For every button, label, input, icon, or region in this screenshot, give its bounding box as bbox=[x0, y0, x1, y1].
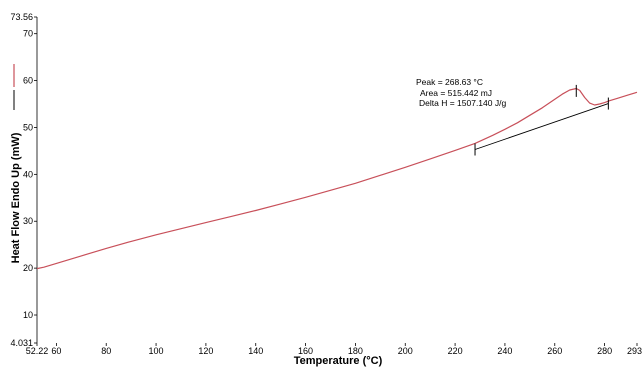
peak-annotation: Peak = 268.63 °C bbox=[416, 77, 483, 87]
x-axis-title: Temperature (°C) bbox=[294, 355, 383, 367]
y-axis-ticks: 4.031 10 20 30 40 50 60 70 73.56 bbox=[10, 12, 37, 348]
x-tick-label: 180 bbox=[348, 346, 363, 356]
y-axis-title: Heat Flow Endo Up (mW) bbox=[10, 132, 22, 263]
x-tick-label: 293 bbox=[627, 346, 642, 356]
y-tick-label: 10 bbox=[23, 310, 33, 320]
x-tick-label: 120 bbox=[198, 346, 213, 356]
x-tick-label: 260 bbox=[547, 346, 562, 356]
x-tick-label: 60 bbox=[51, 346, 61, 356]
y-tick-label: 70 bbox=[23, 29, 33, 39]
delta-h-annotation: Delta H = 1507.140 J/g bbox=[419, 98, 506, 108]
y-tick-label: 4.031 bbox=[10, 338, 33, 348]
area-annotation: Area = 515.442 mJ bbox=[420, 88, 492, 98]
x-tick-label: 220 bbox=[448, 346, 463, 356]
peak-markers bbox=[474, 84, 609, 156]
x-tick-label: 280 bbox=[597, 346, 612, 356]
heat-flow-curve bbox=[36, 87, 638, 270]
x-tick-label: 80 bbox=[101, 346, 111, 356]
y-tick-label: 40 bbox=[23, 169, 33, 179]
x-axis-ticks: 52.22 60 80 100 120 140 160 180 200 220 240 260 280 2… bbox=[26, 343, 642, 356]
x-tick-label: 160 bbox=[298, 346, 313, 356]
y-tick-label: 60 bbox=[23, 76, 33, 86]
peak-baseline bbox=[474, 103, 609, 150]
y-tick-label: 20 bbox=[23, 263, 33, 273]
y-tick-label: 73.56 bbox=[10, 12, 33, 22]
y-tick-label: 30 bbox=[23, 216, 33, 226]
x-tick-label: 140 bbox=[248, 346, 263, 356]
x-tick-label: 100 bbox=[149, 346, 164, 356]
x-tick-label: 200 bbox=[398, 346, 413, 356]
y-tick-label: 50 bbox=[23, 122, 33, 132]
x-tick-label: 240 bbox=[497, 346, 512, 356]
x-tick-label: 52.22 bbox=[26, 346, 49, 356]
